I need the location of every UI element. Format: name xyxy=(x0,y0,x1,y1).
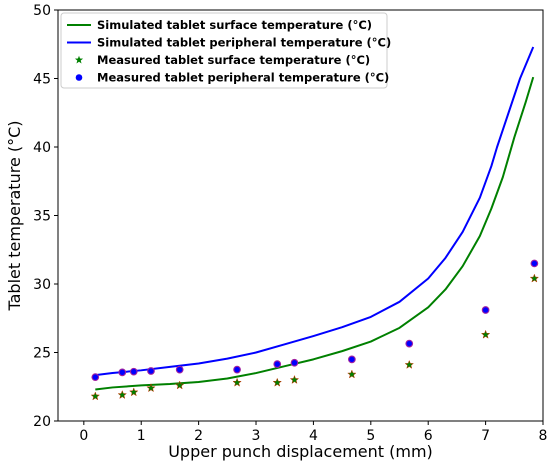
series-line xyxy=(95,76,535,391)
x-axis-label: Upper punch displacement (mm) xyxy=(168,442,433,461)
y-tick-label: 35 xyxy=(33,209,51,225)
data-point xyxy=(530,259,539,268)
data-point xyxy=(117,389,128,400)
series-3 xyxy=(90,273,540,401)
legend-item: Measured tablet peripheral temperature (… xyxy=(75,71,389,85)
x-tick-label: 4 xyxy=(309,428,318,444)
data-point xyxy=(529,273,540,283)
data-point xyxy=(404,359,415,369)
data-point xyxy=(147,367,155,375)
data-point xyxy=(289,374,300,384)
data-point xyxy=(347,369,357,379)
data-point xyxy=(174,380,185,390)
legend: Simulated tablet surface temperature (°C… xyxy=(60,12,391,89)
x-axis: 0 1 2 3 4 5 6 7 8 xyxy=(79,421,547,444)
data-point xyxy=(118,368,127,377)
data-point xyxy=(91,373,100,382)
legend-box xyxy=(60,12,388,89)
legend-label: Simulated tablet peripheral temperature … xyxy=(97,36,391,50)
legend-item: Simulated tablet surface temperature (°C… xyxy=(67,18,372,32)
legend-circle-swatch xyxy=(75,74,83,81)
series-1 xyxy=(95,76,535,391)
y-axis-label: Tablet temperature (°C) xyxy=(5,120,24,311)
series-line xyxy=(95,46,535,377)
data-point xyxy=(175,365,184,374)
data-point xyxy=(146,383,156,393)
x-tick-label: 0 xyxy=(79,428,88,444)
y-tick-label: 50 xyxy=(33,3,51,19)
x-tick-label: 6 xyxy=(424,428,433,444)
data-point xyxy=(348,355,356,364)
y-tick-label: 30 xyxy=(33,277,51,293)
y-tick-label: 25 xyxy=(33,346,51,362)
data-point xyxy=(272,377,283,387)
x-tick-label: 2 xyxy=(194,428,203,444)
data-point xyxy=(90,391,101,401)
legend-label: Simulated tablet surface temperature (°C… xyxy=(97,18,372,32)
legend-label: Measured tablet peripheral temperature (… xyxy=(97,71,389,85)
data-point xyxy=(481,306,490,314)
x-tick-label: 5 xyxy=(366,428,375,444)
data-point xyxy=(129,367,138,376)
series-2 xyxy=(95,46,535,377)
y-axis: 20 25 30 35 40 45 50 xyxy=(33,3,58,430)
y-tick-label: 40 xyxy=(33,140,51,156)
data-point xyxy=(128,387,139,397)
data-point xyxy=(290,358,299,367)
data-point xyxy=(232,377,242,387)
data-point xyxy=(405,339,414,348)
x-tick-label: 7 xyxy=(481,428,490,444)
data-point xyxy=(233,365,241,374)
legend-item: Measured tablet surface temperature (°C) xyxy=(74,53,370,67)
data-point xyxy=(273,360,282,368)
x-tick-label: 1 xyxy=(137,428,146,444)
y-tick-label: 45 xyxy=(33,72,51,88)
series-layer xyxy=(90,46,540,401)
legend-label: Measured tablet surface temperature (°C) xyxy=(97,53,370,67)
series-4 xyxy=(91,259,539,382)
y-tick-label: 20 xyxy=(33,414,51,430)
legend-star-swatch xyxy=(74,55,84,64)
data-point xyxy=(480,329,491,339)
x-tick-label: 3 xyxy=(252,428,261,444)
x-tick-label: 8 xyxy=(539,428,548,444)
legend-item: Simulated tablet peripheral temperature … xyxy=(67,36,391,50)
